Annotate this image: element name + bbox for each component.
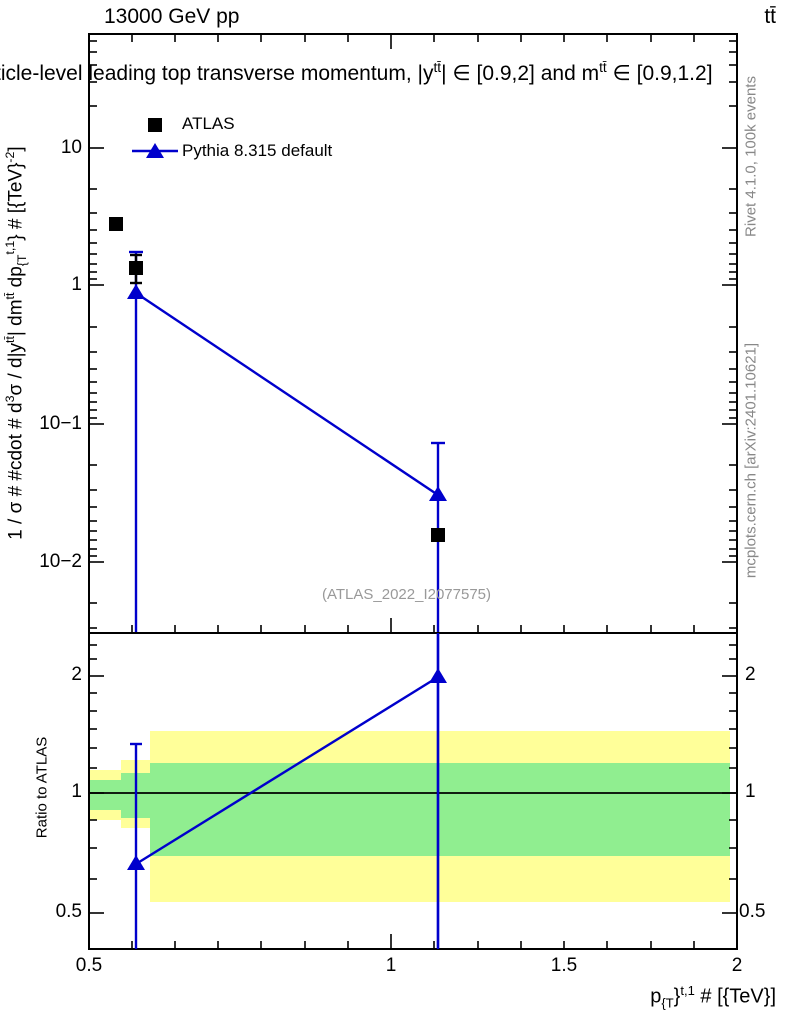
ylabel-f: # [{TeV} xyxy=(5,162,27,235)
band-inner-bin1a xyxy=(89,780,121,810)
analysis-watermark: (ATLAS_2022_I2077575) xyxy=(322,586,492,603)
title-sup-1: tt̄ xyxy=(433,60,442,75)
xtick-label-0p5: 0.5 xyxy=(75,955,103,976)
main-x-axis-ticks xyxy=(88,34,738,633)
atlas-markers-main xyxy=(109,217,445,542)
ratio-connect-line xyxy=(135,675,439,866)
xtick-label-1p5: 1.5 xyxy=(550,955,578,976)
ylabel-sup-b: tt̄ xyxy=(2,336,17,343)
ylabel-sup-f: -2 xyxy=(2,151,17,163)
ytick-label-0p1: 10−1 xyxy=(39,413,82,434)
ratio-ytick-label-1-right: 1 xyxy=(745,781,756,802)
legend-triangle-pythia xyxy=(146,143,164,158)
ytick-label-1: 1 xyxy=(71,274,82,295)
legend-marks xyxy=(132,118,178,158)
xlabel-brace: } xyxy=(673,985,681,1008)
ylabel-e: } xyxy=(5,234,27,241)
x-axis-label: p{T}t,1 # [{TeV}] xyxy=(650,983,776,1011)
xtick-label-1: 1 xyxy=(385,955,397,976)
ratio-ytick-label-2-left: 2 xyxy=(71,664,82,685)
ratio-ytick-label-0p5-left: 0.5 xyxy=(55,901,82,922)
xlabel-rest: # [{TeV}] xyxy=(694,985,776,1008)
title-part-2: | ∈ [0.9,2] and m xyxy=(441,62,600,85)
mc-triangle-2 xyxy=(429,486,447,501)
ratio-triangle-1 xyxy=(127,855,145,870)
ytick-label-0p01: 10−2 xyxy=(39,551,82,572)
page-title: ticle-level leading top transverse momen… xyxy=(0,60,713,86)
mc-markers-main xyxy=(127,284,447,501)
xlabel-sup: t,1 xyxy=(680,983,695,998)
legend-square-atlas xyxy=(148,118,162,132)
margin-rivet-info: Rivet 4.1.0, 100k events xyxy=(742,76,760,237)
ylabel-b: σ / d|y xyxy=(5,342,27,396)
title-part-1: ticle-level leading top transverse momen… xyxy=(0,62,434,85)
xtick-label-2: 2 xyxy=(731,955,743,976)
atlas-square-2 xyxy=(129,261,143,275)
main-y-axis-ticks xyxy=(89,40,737,629)
mc-markers-ratio xyxy=(127,668,447,870)
ylabel-sub-d: {T xyxy=(15,254,30,267)
ratio-triangle-2 xyxy=(429,668,447,683)
header-beam: 13000 GeV pp xyxy=(104,5,240,28)
ylabel-c: | dm xyxy=(5,299,27,337)
title-part-3: ∈ [0.9,1.2] xyxy=(606,62,713,85)
mc-connect-line xyxy=(135,292,439,496)
ylabel-sup-c: tt̄ xyxy=(2,292,17,300)
ratio-ytick-label-2-right: 2 xyxy=(745,664,756,685)
legend-label-pythia[interactable]: Pythia 8.315 default xyxy=(182,141,333,160)
ratio-ytick-label-1-left: 1 xyxy=(71,781,82,802)
atlas-square-3 xyxy=(431,528,445,542)
ylabel-sup-d: t,1 xyxy=(2,240,17,255)
ratio-x-axis-ticks xyxy=(88,934,738,949)
ratio-y-axis-ticks xyxy=(89,644,737,914)
band-inner-main xyxy=(150,763,730,856)
xlabel-sub: {T xyxy=(661,995,674,1011)
ytick-label-10: 10 xyxy=(60,137,82,158)
mc-series-ratio xyxy=(130,633,440,949)
ylabel-sup-a: 3 xyxy=(2,395,17,403)
legend-label-atlas[interactable]: ATLAS xyxy=(182,114,235,133)
ratio-panel-frame xyxy=(88,632,738,950)
xlabel-p: p xyxy=(650,985,662,1008)
margin-mcplots-info: mcplots.cern.ch [arXiv:2401.10621] xyxy=(742,342,760,579)
title-sup-2: tt̄ xyxy=(599,60,607,75)
atlas-square-1 xyxy=(109,217,123,231)
ratio-uncertainty-bands xyxy=(89,731,730,902)
mc-triangle-1 xyxy=(127,284,145,299)
ratio-ytick-label-0p5-right: 0.5 xyxy=(739,901,766,922)
header-process: tt̄ xyxy=(764,5,776,28)
